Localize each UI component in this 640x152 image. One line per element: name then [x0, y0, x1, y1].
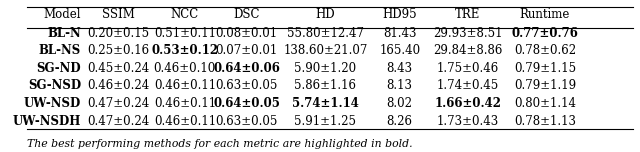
- Text: SG-NSD: SG-NSD: [28, 79, 81, 92]
- Text: 138.60±21.07: 138.60±21.07: [284, 44, 368, 57]
- Text: 5.74±1.14: 5.74±1.14: [292, 97, 359, 110]
- Text: 1.74±0.45: 1.74±0.45: [436, 79, 499, 92]
- Text: 0.77±0.76: 0.77±0.76: [511, 27, 579, 40]
- Text: BL-NS: BL-NS: [38, 44, 81, 57]
- Text: 0.45±0.24: 0.45±0.24: [87, 62, 150, 75]
- Text: 0.46±0.11: 0.46±0.11: [154, 115, 216, 128]
- Text: 0.64±0.05: 0.64±0.05: [213, 97, 280, 110]
- Text: 8.26: 8.26: [387, 115, 413, 128]
- Text: 0.47±0.24: 0.47±0.24: [87, 97, 150, 110]
- Text: 0.08±0.01: 0.08±0.01: [216, 27, 278, 40]
- Text: 81.43: 81.43: [383, 27, 417, 40]
- Text: 0.63±0.05: 0.63±0.05: [216, 79, 278, 92]
- Text: BL-N: BL-N: [47, 27, 81, 40]
- Text: 0.47±0.24: 0.47±0.24: [87, 115, 150, 128]
- Text: DSC: DSC: [234, 8, 260, 21]
- Text: Runtime: Runtime: [520, 8, 570, 21]
- Text: 0.07±0.01: 0.07±0.01: [216, 44, 278, 57]
- Text: The best performing methods for each metric are highlighted in bold.: The best performing methods for each met…: [27, 139, 413, 149]
- Text: 5.86±1.16: 5.86±1.16: [294, 79, 356, 92]
- Text: 0.51±0.11: 0.51±0.11: [154, 27, 216, 40]
- Text: HD95: HD95: [382, 8, 417, 21]
- Text: 5.91±1.25: 5.91±1.25: [294, 115, 356, 128]
- Text: NCC: NCC: [171, 8, 199, 21]
- Text: 8.43: 8.43: [387, 62, 413, 75]
- Text: 0.64±0.06: 0.64±0.06: [213, 62, 280, 75]
- Text: Model: Model: [44, 8, 81, 21]
- Text: 0.78±0.62: 0.78±0.62: [514, 44, 576, 57]
- Text: UW-NSDH: UW-NSDH: [13, 115, 81, 128]
- Text: 0.53±0.12: 0.53±0.12: [151, 44, 218, 57]
- Text: 5.90±1.20: 5.90±1.20: [294, 62, 356, 75]
- Text: SG-ND: SG-ND: [36, 62, 81, 75]
- Text: 0.79±1.19: 0.79±1.19: [514, 79, 576, 92]
- Text: 1.73±0.43: 1.73±0.43: [436, 115, 499, 128]
- Text: HD: HD: [316, 8, 335, 21]
- Text: 1.66±0.42: 1.66±0.42: [434, 97, 501, 110]
- Text: 55.80±12.47: 55.80±12.47: [287, 27, 364, 40]
- Text: 0.80±1.14: 0.80±1.14: [514, 97, 576, 110]
- Text: 0.79±1.15: 0.79±1.15: [514, 62, 576, 75]
- Text: 29.84±8.86: 29.84±8.86: [433, 44, 502, 57]
- Text: 0.63±0.05: 0.63±0.05: [216, 115, 278, 128]
- Text: 0.46±0.10: 0.46±0.10: [154, 62, 216, 75]
- Text: 0.78±1.13: 0.78±1.13: [514, 115, 576, 128]
- Text: 165.40: 165.40: [379, 44, 420, 57]
- Text: 0.46±0.24: 0.46±0.24: [87, 79, 150, 92]
- Text: 0.46±0.11: 0.46±0.11: [154, 79, 216, 92]
- Text: SSIM: SSIM: [102, 8, 135, 21]
- Text: 0.25±0.16: 0.25±0.16: [87, 44, 149, 57]
- Text: 0.20±0.15: 0.20±0.15: [87, 27, 149, 40]
- Text: UW-NSD: UW-NSD: [24, 97, 81, 110]
- Text: 29.93±8.51: 29.93±8.51: [433, 27, 502, 40]
- Text: 8.13: 8.13: [387, 79, 413, 92]
- Text: 8.02: 8.02: [387, 97, 413, 110]
- Text: 0.46±0.11: 0.46±0.11: [154, 97, 216, 110]
- Text: 1.75±0.46: 1.75±0.46: [436, 62, 499, 75]
- Text: TRE: TRE: [455, 8, 481, 21]
